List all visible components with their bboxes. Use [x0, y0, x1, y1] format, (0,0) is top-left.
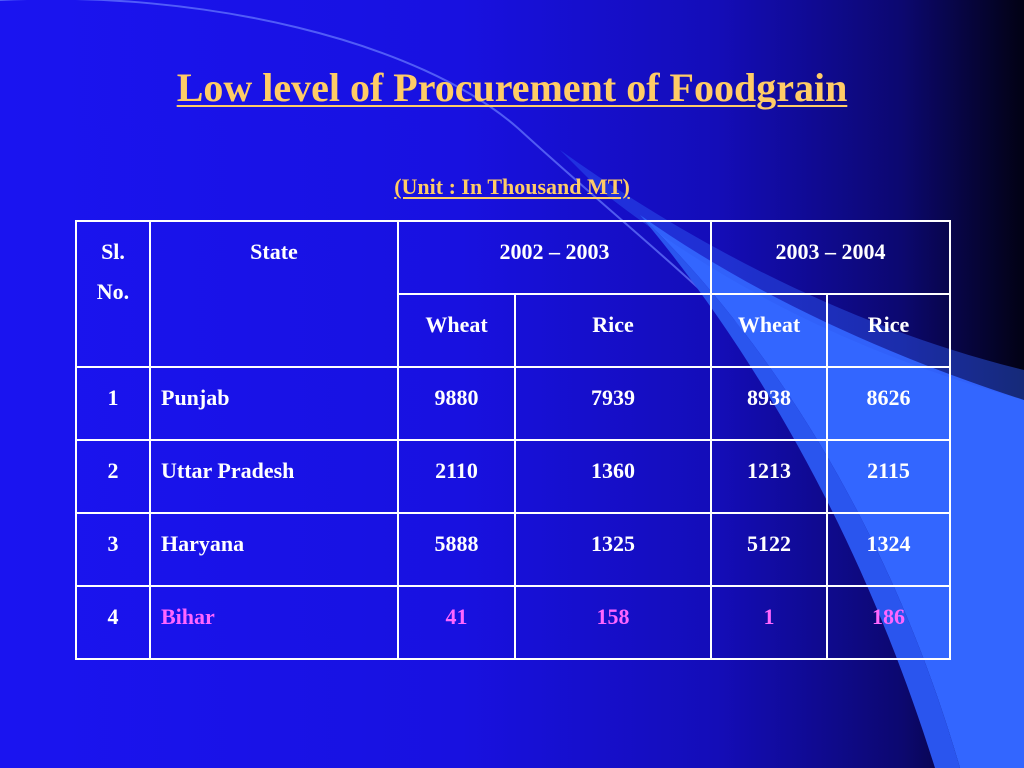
- header-period-2003-2004: 2003 – 2004: [710, 220, 951, 295]
- cell-wheat-2002-2003: 9880: [397, 366, 516, 441]
- slide-title: Low level of Procurement of Foodgrain: [176, 65, 848, 110]
- table-row: 2 Uttar Pradesh 2110 1360 1213 2115: [75, 439, 951, 514]
- cell-state: Bihar: [149, 585, 399, 660]
- cell-wheat-2003-2004: 8938: [710, 366, 828, 441]
- table-header-row: Sl. No. State 2002 – 2003 2003 – 2004: [75, 220, 951, 368]
- cell-wheat-2002-2003: 2110: [397, 439, 516, 514]
- cell-rice-2002-2003: 1325: [514, 512, 712, 587]
- table-subheader-row: Wheat Rice Wheat Rice: [76, 293, 951, 368]
- cell-wheat-2003-2004: 5122: [710, 512, 828, 587]
- table-row-highlighted: 4 Bihar 41 158 1 186: [75, 585, 951, 660]
- header-sl-no: Sl. No.: [75, 220, 151, 368]
- cell-wheat-2002-2003: 41: [397, 585, 516, 660]
- cell-rice-2002-2003: 158: [514, 585, 712, 660]
- header-wheat-2003-2004: Wheat: [710, 293, 828, 368]
- header-rice-2002-2003: Rice: [514, 293, 712, 368]
- cell-wheat-2003-2004: 1213: [710, 439, 828, 514]
- table-row: 1 Punjab 9880 7939 8938 8626: [75, 366, 951, 441]
- cell-sl: 2: [75, 439, 151, 514]
- cell-state: Punjab: [149, 366, 399, 441]
- cell-rice-2003-2004: 8626: [826, 366, 951, 441]
- cell-wheat-2003-2004: 1: [710, 585, 828, 660]
- procurement-table: Sl. No. State 2002 – 2003 2003 – 2004 Wh…: [75, 220, 951, 660]
- cell-rice-2003-2004: 1324: [826, 512, 951, 587]
- cell-sl: 3: [75, 512, 151, 587]
- cell-rice-2002-2003: 1360: [514, 439, 712, 514]
- header-wheat-2002-2003: Wheat: [397, 293, 516, 368]
- header-period-2002-2003: 2002 – 2003: [397, 220, 712, 295]
- cell-rice-2003-2004: 2115: [826, 439, 951, 514]
- header-state: State: [149, 220, 399, 368]
- cell-state: Uttar Pradesh: [149, 439, 399, 514]
- header-rice-2003-2004: Rice: [826, 293, 951, 368]
- cell-sl: 4: [75, 585, 151, 660]
- cell-wheat-2002-2003: 5888: [397, 512, 516, 587]
- unit-subtitle: (Unit : In Thousand MT): [394, 174, 630, 199]
- cell-rice-2002-2003: 7939: [514, 366, 712, 441]
- cell-sl: 1: [75, 366, 151, 441]
- cell-rice-2003-2004: 186: [826, 585, 951, 660]
- cell-state: Haryana: [149, 512, 399, 587]
- table-row: 3 Haryana 5888 1325 5122 1324: [75, 512, 951, 587]
